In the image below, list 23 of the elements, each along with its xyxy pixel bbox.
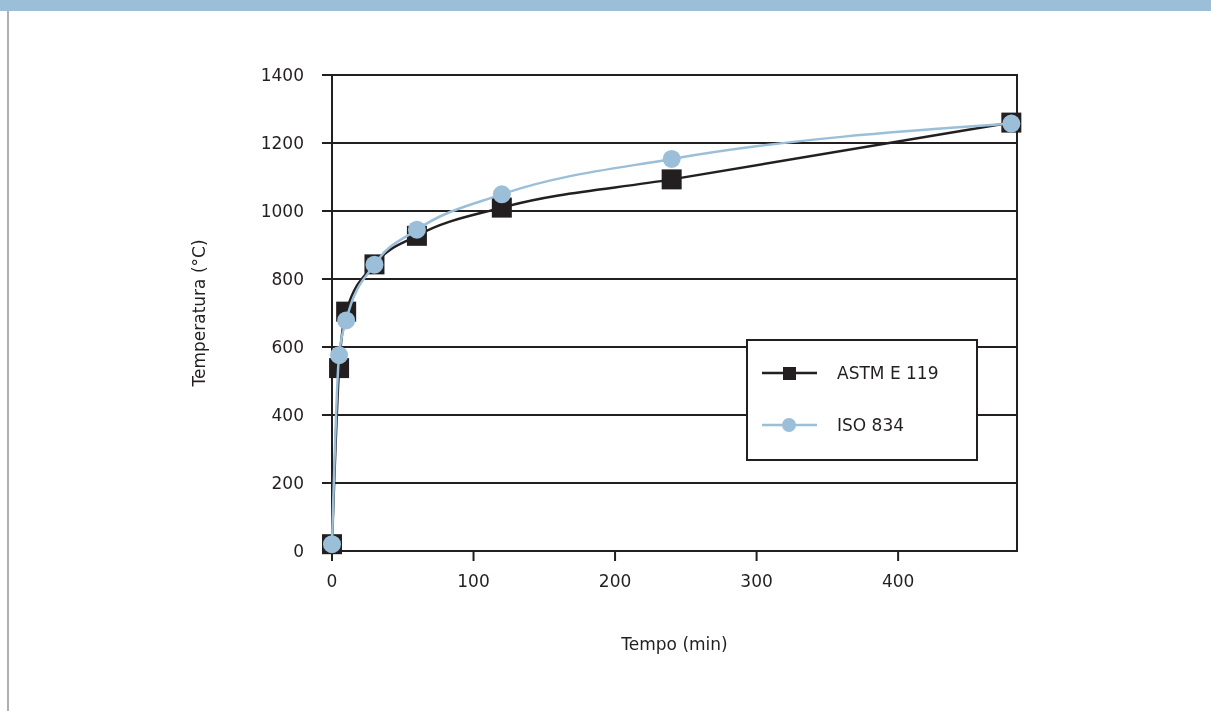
y-tick-label: 600 [271,336,304,357]
x-tick-label: 200 [598,571,632,591]
x-tick-label: 0 [326,571,338,591]
y-tick-label: 0 [293,540,304,561]
point [492,185,511,204]
y-tick-label: 1400 [260,64,304,85]
y-tick-label: 400 [271,404,304,425]
x-tick-label: 400 [881,571,915,591]
y-tick-label: 200 [271,472,304,493]
y-tick-label: 1200 [260,132,304,153]
y-tick-label: 800 [271,268,304,289]
x-tick-label: 300 [740,571,773,591]
y-axis-title: Temperatura (°C) [189,239,209,388]
point [662,149,681,168]
legend-label: ASTM E 119 [837,362,939,383]
point [661,169,682,190]
x-axis-title: Tempo (min) [620,634,728,654]
legend-label: ISO 834 [837,414,905,435]
y-tick-label: 1000 [260,200,304,221]
point [337,311,356,330]
x-tick-label: 100 [457,571,490,591]
point [330,346,349,365]
point [407,220,426,239]
